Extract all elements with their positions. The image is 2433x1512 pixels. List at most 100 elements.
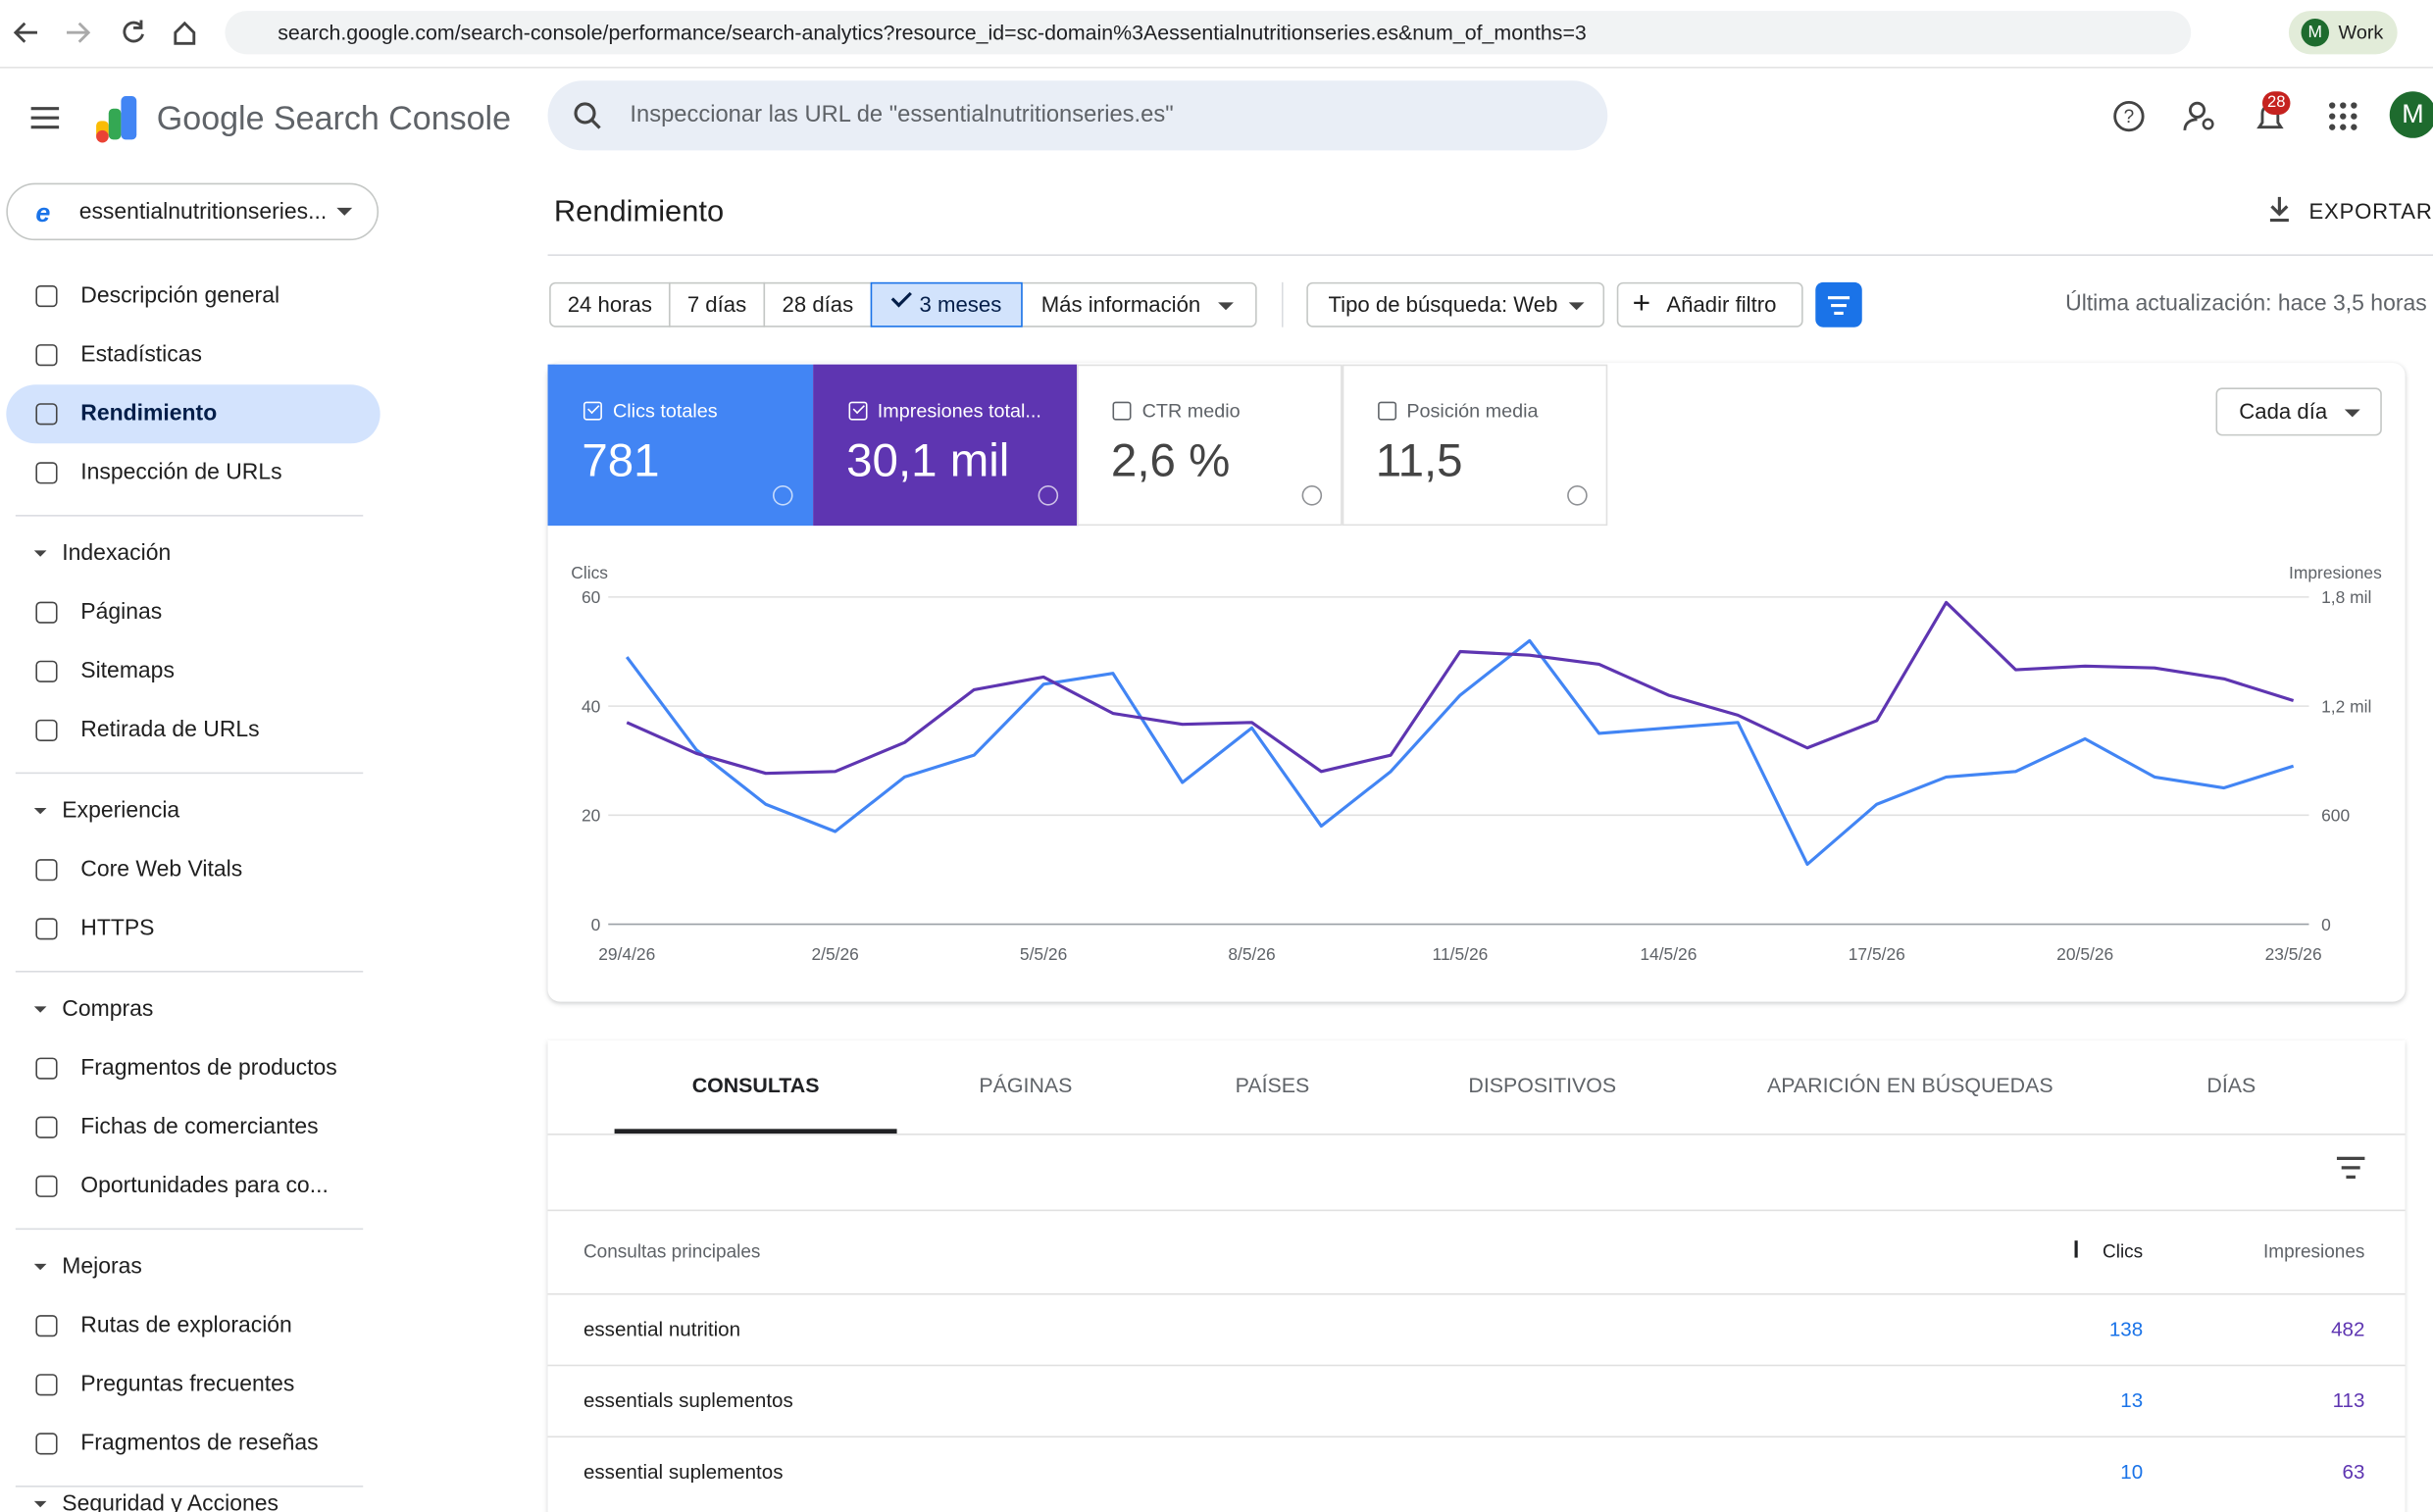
impressions-cell: 63	[2342, 1459, 2365, 1484]
tab[interactable]: DÍAS	[2206, 1074, 2256, 1097]
y-tick-label: 40	[582, 696, 600, 716]
help-icon	[1301, 485, 1323, 506]
group-title[interactable]: Compras	[62, 996, 154, 1023]
search-box[interactable]	[547, 80, 1608, 151]
menu-and-logo[interactable]	[0, 77, 155, 155]
metric-checkbox	[583, 401, 602, 421]
y-tick-label: 60	[582, 587, 600, 607]
x-tick-label: 2/5/26	[811, 944, 858, 964]
y-axis-title: Clics	[571, 563, 608, 582]
table-header[interactable]: Clics	[2103, 1240, 2144, 1263]
nav-item[interactable]: Fichas de comerciantes	[80, 1115, 319, 1140]
x-tick-label: 11/5/26	[1433, 944, 1489, 964]
add-filter[interactable]: + Añadir filtro	[1616, 281, 1803, 328]
nav-item[interactable]: HTTPS	[80, 916, 155, 941]
add-filter-label: Añadir filtro	[1666, 291, 1777, 317]
metric-card[interactable]	[1077, 364, 1343, 527]
row-divider	[547, 1364, 2406, 1367]
tab[interactable]: APARICIÓN EN BÚSQUEDAS	[1767, 1074, 2053, 1097]
tab[interactable]: PÁGINAS	[979, 1074, 1073, 1097]
table-card	[547, 1040, 2406, 1512]
metric-value: 30,1 mil	[846, 435, 1010, 487]
tab[interactable]: DISPOSITIVOS	[1468, 1074, 1617, 1097]
nav-item[interactable]: Sitemaps	[80, 659, 175, 684]
nav-icon	[35, 403, 58, 426]
tab[interactable]: CONSULTAS	[691, 1074, 820, 1097]
nav-icon	[35, 1175, 58, 1197]
x-tick-label: 20/5/26	[2056, 944, 2113, 964]
nav-icon	[35, 1116, 58, 1138]
x-tick-label: 5/5/26	[1020, 944, 1067, 964]
query-cell: essential nutrition	[583, 1317, 741, 1341]
table-header: Consultas principales	[583, 1240, 761, 1263]
group-title[interactable]: Mejoras	[62, 1254, 142, 1280]
sort-arrow	[2074, 1240, 2077, 1258]
nav-item[interactable]: Fragmentos de reseñas	[80, 1431, 319, 1457]
nav-item[interactable]: Preguntas frecuentes	[80, 1372, 295, 1397]
nav-item[interactable]: Rendimiento	[80, 401, 218, 427]
help-icon	[1037, 485, 1058, 506]
search-placeholder: Inspeccionar las URL de "essentialnutrit…	[630, 101, 1174, 128]
nav-item[interactable]: Estadísticas	[80, 342, 202, 368]
nav-item[interactable]: Rutas de exploración	[80, 1313, 292, 1338]
property-icon: e	[35, 198, 51, 228]
row-divider	[547, 1292, 2406, 1295]
help-icon	[772, 485, 793, 506]
date-filter[interactable]: 7 días	[668, 281, 766, 328]
granularity-label: Cada día	[2239, 398, 2328, 424]
nav-item[interactable]: Oportunidades para co...	[80, 1174, 329, 1199]
property-selector[interactable]	[6, 182, 380, 241]
nav-item[interactable]: Core Web Vitals	[80, 857, 243, 882]
search-type-filter[interactable]: Tipo de búsqueda: Web	[1306, 281, 1605, 328]
granularity[interactable]: Cada día	[2215, 387, 2382, 436]
table-divider	[547, 1209, 2406, 1212]
row-divider	[547, 1436, 2406, 1438]
svg-text:?: ?	[2124, 107, 2135, 127]
table-header[interactable]: Impresiones	[2262, 1240, 2365, 1263]
export-button[interactable]: EXPORTAR	[2308, 198, 2433, 224]
metric-card[interactable]	[812, 364, 1078, 527]
account-avatar[interactable]: M	[2389, 91, 2433, 138]
profile-avatar: M	[2301, 18, 2330, 47]
sidebar-divider	[15, 971, 364, 973]
filter-options[interactable]	[1815, 281, 1862, 328]
x-tick-label: 29/4/26	[598, 944, 655, 964]
x-tick-label: 14/5/26	[1640, 944, 1697, 964]
nav-item[interactable]: Fragmentos de productos	[80, 1056, 337, 1082]
group-caret	[33, 807, 47, 815]
group-title[interactable]: Indexación	[62, 540, 172, 567]
date-filter[interactable]: 24 horas	[549, 281, 671, 328]
nav-buttons[interactable]	[0, 0, 218, 67]
date-filter[interactable]: 3 meses	[870, 281, 1023, 328]
nav-icon	[35, 719, 58, 741]
clicks-cell: 138	[2108, 1317, 2144, 1341]
metric-card[interactable]	[547, 364, 814, 527]
more-label: Más información	[1040, 291, 1201, 317]
nav-item[interactable]: Inspección de URLs	[80, 460, 282, 486]
y2-tick-label: 600	[2321, 806, 2350, 826]
table-filter-icon[interactable]	[2334, 1154, 2368, 1182]
property-name: essentialnutritionseries...	[78, 200, 328, 226]
line-series	[626, 600, 2295, 776]
group-title[interactable]: Seguridad y Acciones	[62, 1491, 279, 1512]
nav-item[interactable]: Descripción general	[80, 283, 280, 309]
profile-name: Work	[2338, 22, 2384, 44]
header-icons[interactable]: ?	[2103, 90, 2366, 143]
sidebar-divider	[15, 1486, 364, 1487]
export-icon	[2269, 196, 2289, 223]
group-title[interactable]: Experiencia	[62, 798, 180, 824]
metric-checkbox	[847, 401, 867, 421]
metric-card[interactable]	[1341, 364, 1607, 527]
nav-icon	[35, 1315, 58, 1337]
nav-item[interactable]: Páginas	[80, 600, 163, 626]
metric-value: 781	[582, 435, 660, 487]
more-filter[interactable]: Más información	[1021, 281, 1257, 328]
nav-icon	[35, 1374, 58, 1396]
address-bar[interactable]	[225, 11, 2192, 55]
nav-item[interactable]: Retirada de URLs	[80, 718, 260, 743]
divider	[547, 254, 2433, 256]
tab[interactable]: PAÍSES	[1235, 1074, 1310, 1097]
nav-icon	[35, 1433, 58, 1455]
